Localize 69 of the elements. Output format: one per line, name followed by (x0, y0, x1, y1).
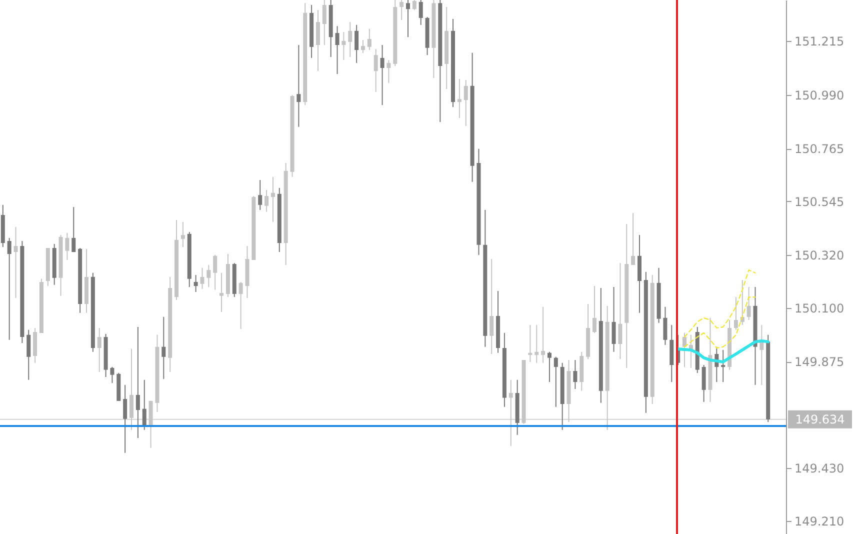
candlestick (721, 349, 726, 383)
candlestick (213, 254, 218, 290)
candlestick (316, 10, 320, 72)
candlestick (490, 258, 494, 355)
candlestick (663, 306, 668, 346)
line-series (684, 296, 756, 349)
y-tick-label: 149.875 (794, 355, 844, 370)
candlestick (386, 60, 391, 84)
candlestick (296, 44, 301, 128)
candlestick (554, 356, 558, 408)
candlestick (258, 179, 262, 210)
candlestick (354, 24, 359, 64)
candlestick (270, 176, 275, 222)
candlestick (618, 262, 622, 360)
candlestick (194, 274, 198, 293)
candlestick (136, 326, 140, 439)
y-tick-label: 149.210 (794, 514, 844, 528)
candlestick (348, 22, 352, 58)
y-tick-label: 150.320 (794, 248, 844, 263)
candlestick (406, 0, 410, 38)
y-tick-label: 149.430 (794, 462, 844, 476)
candlestick (528, 324, 532, 362)
candlestick (65, 232, 70, 260)
candlestick (26, 329, 31, 380)
candlestick (418, 0, 423, 26)
candlestick (612, 286, 616, 352)
candlestick (238, 281, 243, 330)
y-tick-label: 150.545 (794, 194, 844, 209)
candlestick (734, 296, 738, 330)
candlestick (400, 0, 404, 21)
candlestick (508, 379, 513, 446)
candlestick (682, 332, 687, 368)
candlestick (220, 272, 224, 312)
candlestick (360, 39, 365, 54)
candlestick (547, 351, 552, 383)
candlestick (72, 206, 76, 253)
candlestick (374, 48, 378, 92)
y-tick-label: 150.765 (794, 142, 844, 156)
candlestick (14, 226, 18, 298)
y-tick-label: 150.990 (794, 88, 844, 102)
candlestick (342, 32, 346, 61)
y-tick-label: 151.215 (794, 34, 844, 48)
candlestick (123, 384, 128, 454)
candlestick (200, 267, 204, 290)
candlestick (264, 190, 269, 212)
candlestick (206, 264, 211, 288)
candlestick (464, 79, 468, 126)
candlestick (130, 348, 134, 430)
candlestick (380, 44, 384, 106)
candlestick (457, 78, 462, 118)
candlestick (541, 306, 546, 364)
ref-line-label: 149.634 (795, 412, 845, 426)
candlestick (412, 0, 416, 11)
candlestick (33, 327, 38, 364)
candlestick (335, 26, 340, 74)
candlestick (322, 0, 326, 46)
candlestick (162, 316, 166, 380)
candlestick (746, 286, 751, 321)
candlestick (97, 327, 102, 372)
y-tick-label: 150.100 (794, 301, 844, 316)
candlestick (367, 28, 372, 51)
candlestick (592, 286, 596, 334)
candlestick (110, 366, 114, 384)
candlestick (7, 237, 12, 340)
candlestick (702, 364, 706, 402)
candlestick (631, 212, 636, 266)
candlestick (534, 324, 539, 364)
candlestick (180, 221, 185, 248)
candlestick (573, 359, 578, 390)
